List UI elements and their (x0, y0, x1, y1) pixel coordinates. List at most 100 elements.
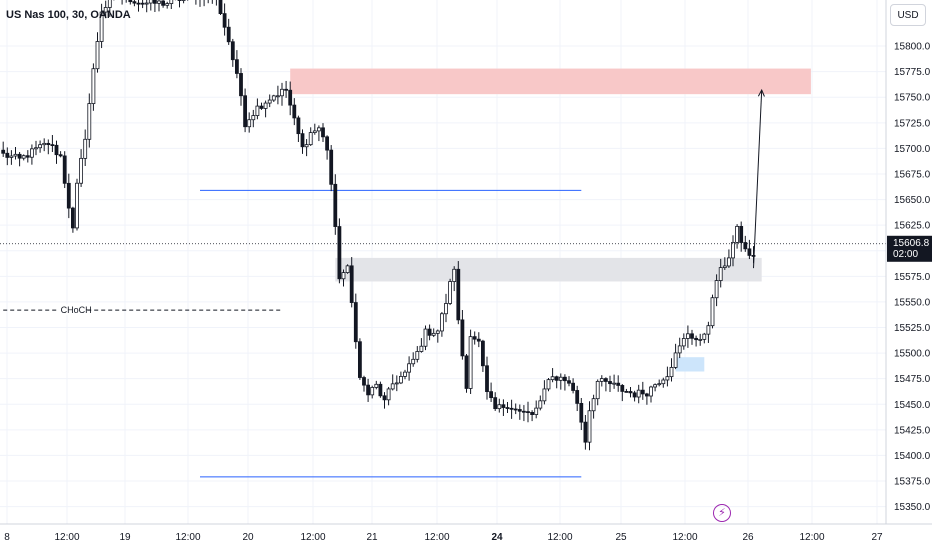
candle-body (522, 410, 526, 413)
choch-label: CHoCH (61, 305, 92, 315)
candle-body (731, 241, 735, 259)
candle-body (571, 382, 575, 391)
candle-body (386, 388, 391, 401)
candle-body (66, 182, 71, 209)
candle-body (95, 41, 100, 70)
candle-body (128, 0, 133, 3)
candle-body (394, 382, 399, 385)
candle-body (316, 127, 321, 132)
candle-body (50, 144, 55, 147)
candle-body (542, 388, 547, 402)
candle-body (706, 325, 711, 335)
price-tick-label: 15800.0 (894, 42, 931, 53)
candle-body (25, 155, 30, 158)
candle-body (427, 328, 432, 336)
candle-body (87, 103, 92, 140)
grid-layer (0, 0, 886, 524)
candle-body (91, 68, 96, 105)
candle-body (493, 397, 498, 410)
current-price-label: 15606.8 (893, 238, 930, 249)
candle-body (247, 119, 252, 128)
candle-body (698, 338, 703, 341)
candle-body (165, 3, 170, 6)
candle-body (456, 268, 461, 321)
time-tick-label: 12:00 (547, 532, 572, 543)
price-tick-label: 15375.0 (894, 477, 931, 488)
candle-body (357, 341, 362, 378)
candle-body (62, 155, 67, 184)
candle-body (677, 345, 682, 354)
candle-body (604, 378, 608, 382)
currency-button[interactable]: USD (890, 4, 926, 26)
candle-body (444, 303, 448, 315)
lightning-icon[interactable]: ⚡ (713, 504, 731, 522)
candle-body (75, 182, 79, 229)
candle-body (99, 11, 104, 42)
candle-body (349, 265, 354, 303)
candle-body (218, 0, 223, 15)
time-tick-label: 8 (4, 532, 10, 543)
candle-body (558, 376, 563, 381)
candle-body (239, 73, 243, 97)
candle-body (267, 99, 272, 104)
candle-body (538, 400, 543, 409)
candle-body (579, 402, 584, 423)
candle-body (657, 383, 662, 386)
candle-body (722, 265, 727, 268)
candle-body (353, 302, 358, 343)
choch-label-bg (58, 304, 85, 316)
candle-body (669, 367, 674, 378)
candle-body (370, 387, 375, 396)
price-tick-label: 15750.0 (894, 93, 931, 104)
candle-body (234, 59, 239, 74)
candle-body (144, 2, 149, 5)
price-tick-label: 15525.0 (894, 323, 931, 334)
candle-body (718, 267, 723, 281)
candle-body (17, 153, 22, 159)
candle-body (415, 351, 420, 360)
candle-body (694, 337, 698, 341)
candle-body (620, 385, 625, 392)
candle-body (271, 95, 276, 101)
candle-body (530, 412, 534, 415)
candle-body (595, 380, 600, 400)
candle-body (509, 407, 514, 410)
candle-body (337, 226, 342, 280)
candle-body (140, 2, 145, 5)
candle-body (107, 0, 112, 8)
candle-body (460, 319, 465, 357)
current-price-tag: 15606.8 02:00 (887, 235, 932, 262)
time-axis[interactable]: 8 12:00 19 12:00 20 12:00 21 12:00 24 12:00 25 12:0… (4, 532, 883, 543)
price-tick-label: 15450.0 (894, 400, 931, 411)
candle-body (608, 381, 612, 385)
candle-body (632, 392, 637, 398)
candle-body (79, 157, 83, 184)
time-tick-label: 19 (119, 532, 131, 543)
level-zone (335, 257, 762, 282)
candle-body (583, 421, 588, 443)
candle-body (42, 142, 47, 146)
candle-body (575, 390, 580, 404)
candle-body (46, 142, 51, 146)
candle-body (333, 183, 338, 227)
levels-layer: CHoCH (3, 189, 582, 478)
candle-body (259, 105, 264, 109)
candle-body (148, 0, 153, 4)
price-axis[interactable]: 15800.0 15775.0 15750.0 15725.0 15700.0 15675… (894, 42, 931, 514)
candle-body (554, 376, 559, 381)
candle-body (710, 297, 715, 327)
candle-body (161, 0, 166, 6)
candle-body (321, 127, 325, 138)
candle-body (38, 144, 42, 149)
price-tick-label: 15425.0 (894, 425, 931, 436)
candles-layer (1, 0, 756, 451)
price-tick-label: 15550.0 (894, 297, 931, 308)
candle-body (222, 13, 227, 28)
candle-body (21, 155, 26, 159)
candle-body (686, 333, 690, 339)
price-tick-label: 15475.0 (894, 374, 931, 385)
candle-body (526, 411, 530, 414)
candle-body (407, 363, 412, 373)
candle-body (476, 338, 481, 342)
